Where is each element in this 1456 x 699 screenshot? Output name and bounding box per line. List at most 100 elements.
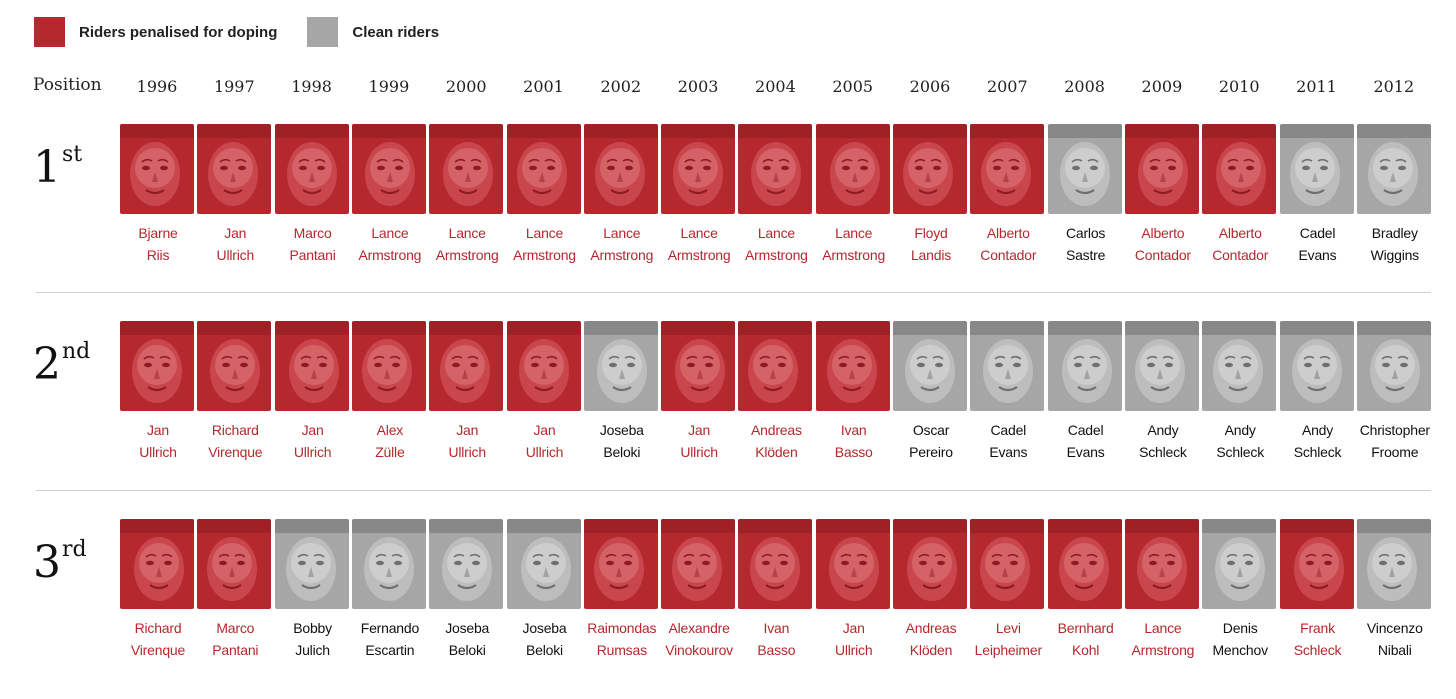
rider-name: Bernhard Kohl: [1041, 617, 1131, 661]
year-label: 2003: [677, 77, 719, 96]
year-label: 2002: [600, 77, 642, 96]
rider-first-name: Jan: [533, 422, 556, 438]
rider-cell: Ivan Basso: [815, 321, 893, 471]
year-label: 2010: [1218, 77, 1260, 96]
rider-last-name: Contador: [980, 247, 1037, 263]
rider-name: Bobby Julich: [268, 617, 358, 661]
rider-first-name: Lance: [525, 225, 564, 241]
rider-name: Andreas Klöden: [886, 617, 976, 661]
rider-last-name: Armstrong: [667, 247, 731, 263]
rider-name: Frank Schleck: [1273, 617, 1363, 661]
rider-name: Marco Pantani: [190, 617, 280, 661]
rider-photo: [815, 519, 890, 609]
rider-name: Andy Schleck: [1118, 419, 1208, 463]
rider-first-name: Floyd: [914, 225, 948, 241]
rider-name: Jan Ullrich: [500, 419, 590, 463]
doping-swatch: [34, 17, 65, 47]
rider-first-name: Cadel: [1067, 422, 1104, 438]
rider-first-name: Ivan: [763, 620, 790, 636]
rider-cell: Andy Schleck: [1201, 321, 1279, 471]
rider-name: Cadel Evans: [963, 419, 1053, 463]
rider-name: Joseba Beloki: [577, 419, 667, 463]
rider-name: Ivan Basso: [809, 419, 899, 463]
rider-name: Denis Menchov: [1195, 617, 1285, 661]
rank-row: 2nd Jan Ullrich Richard Virenque Jan Ullric…: [0, 321, 1456, 501]
rider-cell: Lance Armstrong: [428, 124, 506, 274]
rider-last-name: Froome: [1371, 444, 1419, 460]
rider-photo: [506, 321, 581, 411]
rider-cell: Raimondas Rumsas: [583, 519, 661, 669]
rider-last-name: Vinokourov: [665, 642, 733, 658]
rank-suffix: st: [62, 142, 83, 167]
rider-name: Joseba Beloki: [422, 617, 512, 661]
rider-name: Alexandre Vinokourov: [654, 617, 744, 661]
rider-cell: Andy Schleck: [1124, 321, 1202, 471]
rider-last-name: Contador: [1212, 247, 1269, 263]
rider-first-name: Oscar: [912, 422, 950, 438]
rider-name: Bjarne Riis: [113, 222, 203, 266]
rider-cell: Vincenzo Nibali: [1356, 519, 1434, 669]
rider-last-name: Rumsas: [596, 642, 647, 658]
rider-first-name: Bobby: [293, 620, 332, 636]
rider-cell: Frank Schleck: [1279, 519, 1357, 669]
legend: Riders penalised for doping Clean riders: [34, 17, 469, 47]
rider-last-name: Basso: [757, 642, 796, 658]
rider-cell: Oscar Pereiro: [892, 321, 970, 471]
rider-last-name: Zülle: [375, 444, 405, 460]
rider-first-name: Jan: [456, 422, 479, 438]
rider-last-name: Ullrich: [293, 444, 332, 460]
rider-last-name: Beloki: [448, 642, 486, 658]
rider-name: Marco Pantani: [268, 222, 358, 266]
rider-first-name: Andy: [1301, 422, 1334, 438]
rank-label: 2nd: [33, 341, 90, 387]
rider-first-name: Lance: [603, 225, 641, 241]
rider-last-name: Julich: [295, 642, 330, 658]
rider-cell: Marco Pantani: [274, 124, 352, 274]
rider-name: Fernando Escartin: [345, 617, 435, 661]
rider-name: Andy Schleck: [1195, 419, 1285, 463]
rider-cell: Jan Ullrich: [815, 519, 893, 669]
rider-name: Lance Armstrong: [654, 222, 744, 266]
rider-name: Jan Ullrich: [190, 222, 280, 266]
rider-last-name: Menchov: [1212, 642, 1268, 658]
rider-photo: [120, 124, 194, 214]
rider-first-name: Vincenzo: [1366, 620, 1423, 636]
rider-last-name: Virenque: [208, 444, 263, 460]
rider-last-name: Armstrong: [745, 247, 808, 263]
rider-photo: [583, 519, 658, 609]
rider-photo: [429, 124, 504, 214]
rider-name: Jan Ullrich: [654, 419, 744, 463]
rider-last-name: Ullrich: [834, 642, 873, 658]
rider-first-name: Carlos: [1065, 225, 1106, 241]
rider-cell: Jan Ullrich: [428, 321, 506, 471]
rider-cell: Jan Ullrich: [274, 321, 352, 471]
rider-last-name: Sastre: [1065, 247, 1106, 263]
rider-name: Lance Armstrong: [809, 222, 899, 266]
legend-item-clean: Clean riders: [307, 17, 439, 47]
rider-first-name: Bjarne: [138, 225, 178, 241]
rider-photo: [893, 519, 967, 609]
rider-photo: [1356, 321, 1431, 411]
rider-first-name: Lance: [680, 225, 718, 241]
rider-photo: [1047, 519, 1122, 609]
rider-photo: [738, 124, 813, 214]
rider-photo: [429, 321, 504, 411]
rider-name: Jan Ullrich: [422, 419, 512, 463]
rider-photo: [1279, 321, 1354, 411]
rider-photo: [351, 321, 426, 411]
rank-number: 3: [33, 537, 61, 588]
rider-photo: [1124, 519, 1199, 609]
rider-cell: Lance Armstrong: [660, 124, 738, 274]
rider-name: Jan Ullrich: [809, 617, 899, 661]
rider-last-name: Pereiro: [909, 444, 953, 460]
year-label: 1998: [291, 77, 332, 96]
rider-cell: Richard Virenque: [196, 321, 274, 471]
year-label: 2004: [755, 77, 796, 96]
rider-cell: Bernhard Kohl: [1047, 519, 1125, 669]
rider-photo: [1202, 519, 1277, 609]
rider-cell: Joseba Beloki: [428, 519, 506, 669]
rider-photo: [506, 519, 581, 609]
rider-last-name: Ullrich: [448, 444, 486, 460]
year-label: 2011: [1296, 77, 1337, 96]
rider-last-name: Basso: [834, 444, 873, 460]
